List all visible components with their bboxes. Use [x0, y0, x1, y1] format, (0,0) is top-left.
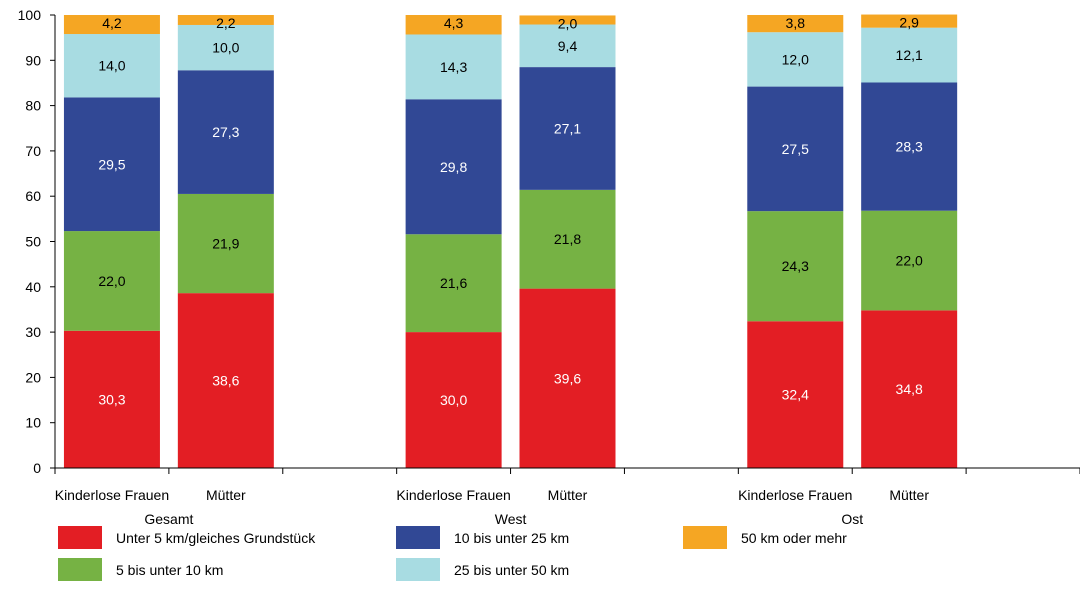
bar-segment — [405, 34, 502, 100]
bar-segment — [405, 332, 502, 468]
x-group-label: Ost — [841, 511, 863, 527]
legend-swatch — [58, 558, 102, 581]
bar-segment — [177, 293, 274, 468]
data-label: 2,0 — [558, 15, 578, 31]
data-label: 9,4 — [558, 38, 578, 54]
bar-segment — [63, 15, 160, 35]
bar-segment — [405, 15, 502, 35]
y-tick-label: 20 — [25, 369, 41, 385]
x-category-label: Mütter — [889, 487, 929, 503]
bar-segment — [861, 27, 958, 83]
data-label: 4,3 — [444, 15, 464, 31]
bar-segment — [63, 231, 160, 331]
bar-segment — [747, 15, 844, 33]
bar-segment — [747, 211, 844, 322]
y-tick-label: 10 — [25, 415, 41, 431]
legend-label: 5 bis unter 10 km — [116, 562, 223, 578]
x-category-label: Kinderlose Frauen — [396, 487, 510, 503]
bar-segment — [861, 210, 958, 311]
data-label: 39,6 — [554, 370, 581, 386]
y-tick-label: 0 — [33, 460, 41, 476]
data-label: 27,5 — [782, 141, 809, 157]
data-label: 27,3 — [212, 124, 239, 140]
bar-segment — [177, 15, 274, 25]
y-axis: 0 10 20 30 40 50 60 70 80 90 100 — [18, 7, 56, 476]
x-axis: Kinderlose Frauen Mütter Gesamt Kinderlose … — [54, 467, 1080, 527]
data-label: 10,0 — [212, 40, 239, 56]
legend-label: 25 bis unter 50 km — [454, 562, 569, 578]
bar-segment — [177, 24, 274, 71]
legend: Unter 5 km/gleiches Grundstück 5 bis unte… — [58, 526, 847, 581]
y-tick-label: 100 — [18, 7, 42, 23]
bar-segment — [519, 24, 616, 68]
legend-swatch — [396, 526, 440, 549]
data-label: 21,6 — [440, 275, 467, 291]
data-label: 28,3 — [896, 139, 923, 155]
data-label: 22,0 — [98, 273, 125, 289]
bar-segment — [63, 34, 160, 98]
bars: 30,3 22,0 29,5 14,0 4,2 38,6 21,9 27,3 10,0 2,2 30… — [63, 14, 958, 468]
legend-swatch — [58, 526, 102, 549]
data-label: 21,9 — [212, 236, 239, 252]
data-label: 38,6 — [212, 373, 239, 389]
y-tick-label: 30 — [25, 324, 41, 340]
legend-swatch — [683, 526, 727, 549]
bar-segment — [747, 86, 844, 212]
bar-segment — [519, 67, 616, 190]
data-label: 34,8 — [896, 381, 923, 397]
data-label: 21,8 — [554, 231, 581, 247]
data-label: 27,1 — [554, 120, 581, 136]
data-label: 14,0 — [98, 58, 125, 74]
legend-label: 10 bis unter 25 km — [454, 530, 569, 546]
data-label: 3,8 — [786, 15, 806, 31]
data-label: 4,2 — [102, 15, 122, 31]
data-label: 24,3 — [782, 258, 809, 274]
y-tick-label: 40 — [25, 279, 41, 295]
bar-segment — [519, 189, 616, 289]
bar-segment — [519, 288, 616, 468]
data-label: 29,8 — [440, 159, 467, 175]
x-category-label: Mütter — [206, 487, 246, 503]
data-label: 2,2 — [216, 15, 236, 31]
y-tick-label: 90 — [25, 52, 41, 68]
y-tick-label: 80 — [25, 98, 41, 114]
legend-label: Unter 5 km/gleiches Grundstück — [116, 530, 316, 546]
data-label: 30,3 — [98, 391, 125, 407]
bar-segment — [747, 321, 844, 468]
data-label: 12,1 — [896, 47, 923, 63]
bar-segment — [747, 32, 844, 87]
legend-swatch — [396, 558, 440, 581]
data-label: 32,4 — [782, 387, 809, 403]
data-label: 22,0 — [896, 253, 923, 269]
data-label: 2,9 — [899, 15, 919, 31]
data-label: 30,0 — [440, 392, 467, 408]
bar-segment — [405, 234, 502, 333]
bar-segment — [861, 82, 958, 211]
bar-segment — [861, 310, 958, 468]
x-category-label: Kinderlose Frauen — [738, 487, 852, 503]
y-tick-label: 50 — [25, 234, 41, 250]
data-label: 12,0 — [782, 51, 809, 67]
legend-label: 50 km oder mehr — [741, 530, 847, 546]
y-tick-label: 60 — [25, 188, 41, 204]
y-tick-label: 70 — [25, 143, 41, 159]
bar-segment — [861, 14, 958, 28]
bar-segment — [519, 15, 616, 25]
x-group-label: Gesamt — [144, 511, 193, 527]
x-group-label: West — [495, 511, 527, 527]
bar-segment — [63, 330, 160, 468]
data-label: 14,3 — [440, 59, 467, 75]
x-category-label: Mütter — [548, 487, 588, 503]
x-category-label: Kinderlose Frauen — [55, 487, 169, 503]
bar-segment — [63, 97, 160, 232]
bar-segment — [177, 193, 274, 294]
bar-segment — [405, 99, 502, 235]
bar-segment — [177, 70, 274, 194]
data-label: 29,5 — [98, 156, 125, 172]
